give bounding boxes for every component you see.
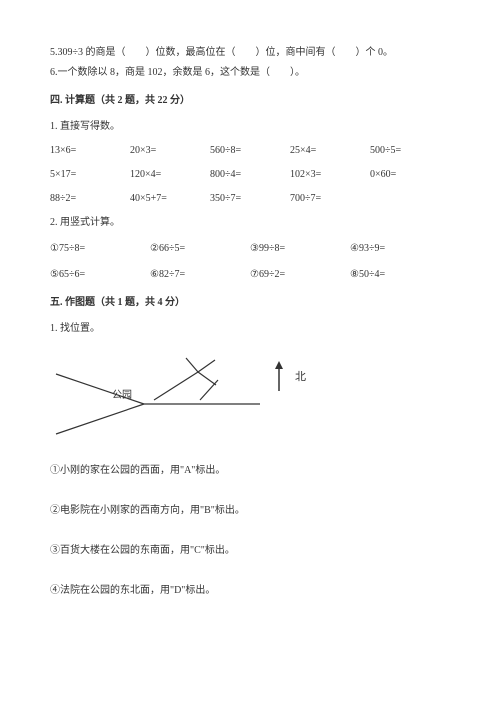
vcalc-row-1: ①75÷8= ②66÷5= ③99÷8= ④93÷9=	[50, 240, 450, 258]
section-5-title: 五. 作图题（共 1 题，共 4 分）	[50, 294, 450, 312]
calc-item: 350÷7=	[210, 190, 290, 208]
north-arrow-icon	[274, 361, 284, 393]
north-label: 北	[295, 368, 306, 388]
section-4-sub2-title: 2. 用竖式计算。	[50, 214, 450, 232]
location-item-4: ④法院在公园的东北面，用"D"标出。	[50, 582, 450, 600]
calc-item: 88÷2=	[50, 190, 130, 208]
location-item-2: ②电影院在小刚家的西南方向，用"B"标出。	[50, 502, 450, 520]
calc-item: 5×17=	[50, 166, 130, 184]
calc-item: 20×3=	[130, 142, 210, 160]
calc-item: 102×3=	[290, 166, 370, 184]
vcalc-item: ④93÷9=	[350, 240, 450, 258]
calc-item: 500÷5=	[370, 142, 450, 160]
vcalc-item: ⑤65÷6=	[50, 266, 150, 284]
section-5-sub1-title: 1. 找位置。	[50, 320, 450, 338]
section-4-sub1-title: 1. 直接写得数。	[50, 118, 450, 136]
calc-item: 120×4=	[130, 166, 210, 184]
calc-row-2: 5×17= 120×4= 800÷4= 102×3= 0×60=	[50, 166, 450, 184]
park-diagram: 公园 北	[50, 350, 370, 440]
calc-item	[370, 190, 450, 208]
calc-item: 800÷4=	[210, 166, 290, 184]
calc-row-1: 13×6= 20×3= 560÷8= 25×4= 500÷5=	[50, 142, 450, 160]
calc-row-3: 88÷2= 40×5+7= 350÷7= 700÷7=	[50, 190, 450, 208]
section-4-title: 四. 计算题（共 2 题，共 22 分）	[50, 92, 450, 110]
vcalc-item: ⑧50÷4=	[350, 266, 450, 284]
calc-item: 40×5+7=	[130, 190, 210, 208]
calc-item: 25×4=	[290, 142, 370, 160]
vcalc-item: ②66÷5=	[150, 240, 250, 258]
question-5: 5.309÷3 的商是（ ）位数，最高位在（ ）位，商中间有（ ）个 0。	[50, 44, 450, 62]
location-item-3: ③百货大楼在公园的东南面，用"C"标出。	[50, 542, 450, 560]
calc-item: 13×6=	[50, 142, 130, 160]
calc-item: 560÷8=	[210, 142, 290, 160]
vcalc-item: ①75÷8=	[50, 240, 150, 258]
question-6: 6.一个数除以 8，商是 102，余数是 6，这个数是（ ）。	[50, 64, 450, 82]
calc-item: 0×60=	[370, 166, 450, 184]
vcalc-item: ⑥82÷7=	[150, 266, 250, 284]
vcalc-item: ③99÷8=	[250, 240, 350, 258]
park-label: 公园	[112, 387, 132, 405]
vcalc-row-2: ⑤65÷6= ⑥82÷7= ⑦69÷2= ⑧50÷4=	[50, 266, 450, 284]
vcalc-item: ⑦69÷2=	[250, 266, 350, 284]
calc-item: 700÷7=	[290, 190, 370, 208]
location-item-1: ①小刚的家在公园的西面，用"A"标出。	[50, 462, 450, 480]
road-map-svg	[50, 350, 260, 440]
